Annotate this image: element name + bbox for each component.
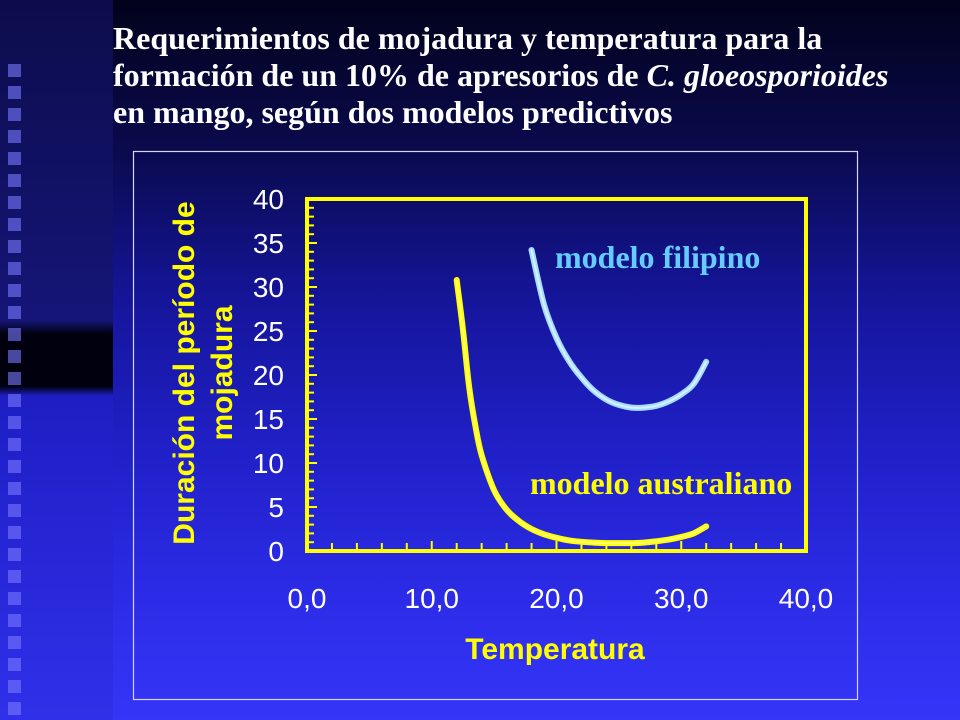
decorative-square-column [8, 64, 21, 720]
y-tick-label: 40 [253, 184, 284, 215]
x-axis-title: Temperatura [465, 633, 645, 666]
series-line-filipino-highlight [530, 249, 708, 409]
plot-area-frame [305, 197, 808, 553]
x-tick-label: 10,0 [405, 583, 460, 614]
y-axis-title-line-1: Duración del período de [168, 201, 201, 544]
y-tick-label: 35 [253, 228, 284, 259]
x-tick-label: 20,0 [529, 583, 584, 614]
slide-title: Requerimientos de mojadura y temperatura… [113, 20, 888, 131]
y-tick-label: 15 [253, 404, 284, 435]
y-tick-label: 10 [253, 448, 284, 479]
slide-title-line-1: Requerimientos de mojadura y temperatura… [113, 20, 823, 56]
x-tick-label: 0,0 [288, 583, 327, 614]
series-lines [453, 247, 710, 547]
y-tick-label: 30 [253, 272, 284, 303]
series-label-modelo-filipino: modelo filipino [555, 239, 760, 275]
y-tick-label: 20 [253, 360, 284, 391]
y-tick-label: 5 [268, 492, 284, 523]
series-line-australiano [453, 277, 710, 547]
x-axis-tick-labels: 0,0 10,0 20,0 30,0 40,0 [288, 583, 834, 614]
slide-title-line-2: formación de un 10% de apresorios de C. … [113, 57, 888, 94]
y-axis-title-line-2: mojadura [206, 305, 239, 440]
series-label-modelo-australiano: modelo australiano [530, 465, 792, 501]
left-decorative-strip [0, 0, 113, 720]
species-name: C. gloeosporioides [646, 57, 889, 93]
slide-title-line-2-text: formación de un 10% de apresorios de [113, 57, 647, 93]
y-axis-tick-labels: 0 5 10 15 20 25 30 35 40 [253, 184, 284, 567]
chart-area-frame [132, 150, 859, 701]
x-tick-label: 30,0 [654, 583, 709, 614]
y-tick-label: 0 [268, 536, 284, 567]
slide-title-line-3: en mango, según dos modelos predictivos [113, 94, 673, 130]
y-tick-label: 25 [253, 316, 284, 347]
axis-tick-marks [309, 206, 783, 549]
x-tick-label: 40,0 [779, 583, 834, 614]
series-line-australiano-highlight [455, 279, 708, 545]
